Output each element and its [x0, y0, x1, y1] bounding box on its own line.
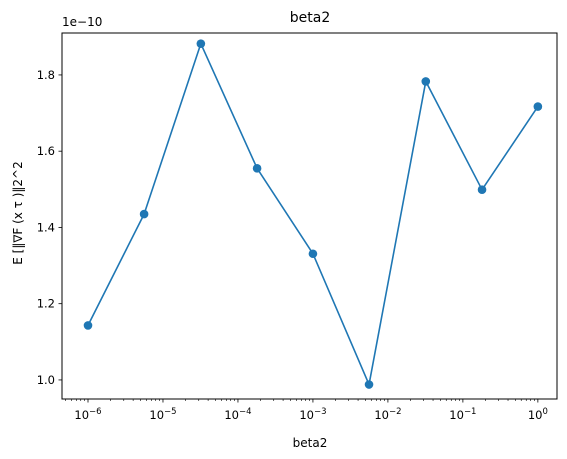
data-point — [364, 380, 374, 389]
x-tick-label: 10−2 — [374, 407, 401, 422]
data-point — [421, 77, 431, 86]
x-tick-label: 10−6 — [74, 407, 101, 422]
data-point — [533, 102, 543, 111]
data-point — [477, 185, 487, 194]
chart-title: beta2 — [290, 10, 330, 26]
x-axis-title: beta2 — [293, 436, 328, 450]
x-tick-label: 10−5 — [149, 407, 176, 422]
data-point — [252, 164, 262, 173]
plot-area: 10−6 10−5 10−4 10−3 10−2 10−1 100 1.0 1.2 1.4 1.6 1… — [37, 39, 548, 422]
y-tick-label: 1.8 — [37, 68, 55, 82]
y-tick-label: 1.6 — [37, 144, 55, 158]
y-tick-label: 1.4 — [37, 220, 55, 234]
data-point — [196, 39, 206, 48]
x-tick-label: 10−3 — [299, 407, 326, 422]
data-point — [139, 209, 149, 219]
y-tick-label: 1.0 — [37, 373, 55, 387]
x-tick-label: 100 — [528, 407, 548, 422]
data-point — [83, 321, 93, 330]
y-axis-title: E [‖∇F (x τ )‖2^2 — [11, 161, 25, 264]
y-tick-label: 1.2 — [37, 297, 55, 311]
data-point — [308, 249, 318, 259]
y-offset-label: 1e−10 — [62, 15, 102, 29]
x-tick-label: 10−1 — [449, 407, 476, 422]
x-tick-label: 10−4 — [224, 407, 251, 422]
plot-frame — [61, 32, 558, 400]
